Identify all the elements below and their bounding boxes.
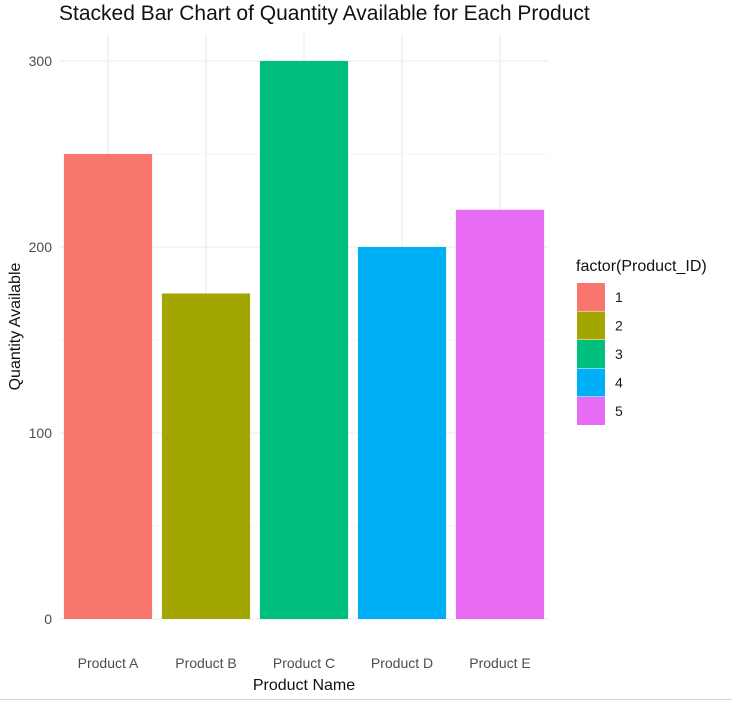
legend-label-4: 4 [615,375,623,391]
chart-title: Stacked Bar Chart of Quantity Available … [59,2,590,25]
legend-label-2: 2 [615,318,623,334]
x-tick-label: Product D [371,655,433,671]
legend-label-3: 3 [615,346,623,362]
legend-key-1 [577,283,605,311]
bar-product-e [455,209,545,620]
legend-label-5: 5 [615,403,623,419]
y-tick-label: 100 [29,425,53,441]
y-axis-title: Quantity Available [7,263,24,391]
legend-key-3 [577,340,605,368]
x-tick-label: Product C [273,655,335,671]
y-tick-label: 200 [29,239,53,255]
x-axis-title: Product Name [253,677,355,694]
legend-title: factor(Product_ID) [576,258,707,275]
bar-product-c [259,61,349,619]
legend-key-2 [577,311,605,340]
x-tick-label: Product E [469,655,530,671]
legend-key-4 [577,368,605,397]
bar-product-d [357,247,447,619]
bar-product-a [63,154,153,619]
x-tick-label: Product B [175,655,236,671]
legend-label-1: 1 [615,289,623,305]
legend-key-5 [577,397,605,425]
bar-product-b [161,293,251,619]
x-tick-label: Product A [78,655,139,671]
bottom-divider [0,699,732,700]
y-tick-label: 0 [44,611,52,627]
y-tick-label: 300 [29,53,53,69]
